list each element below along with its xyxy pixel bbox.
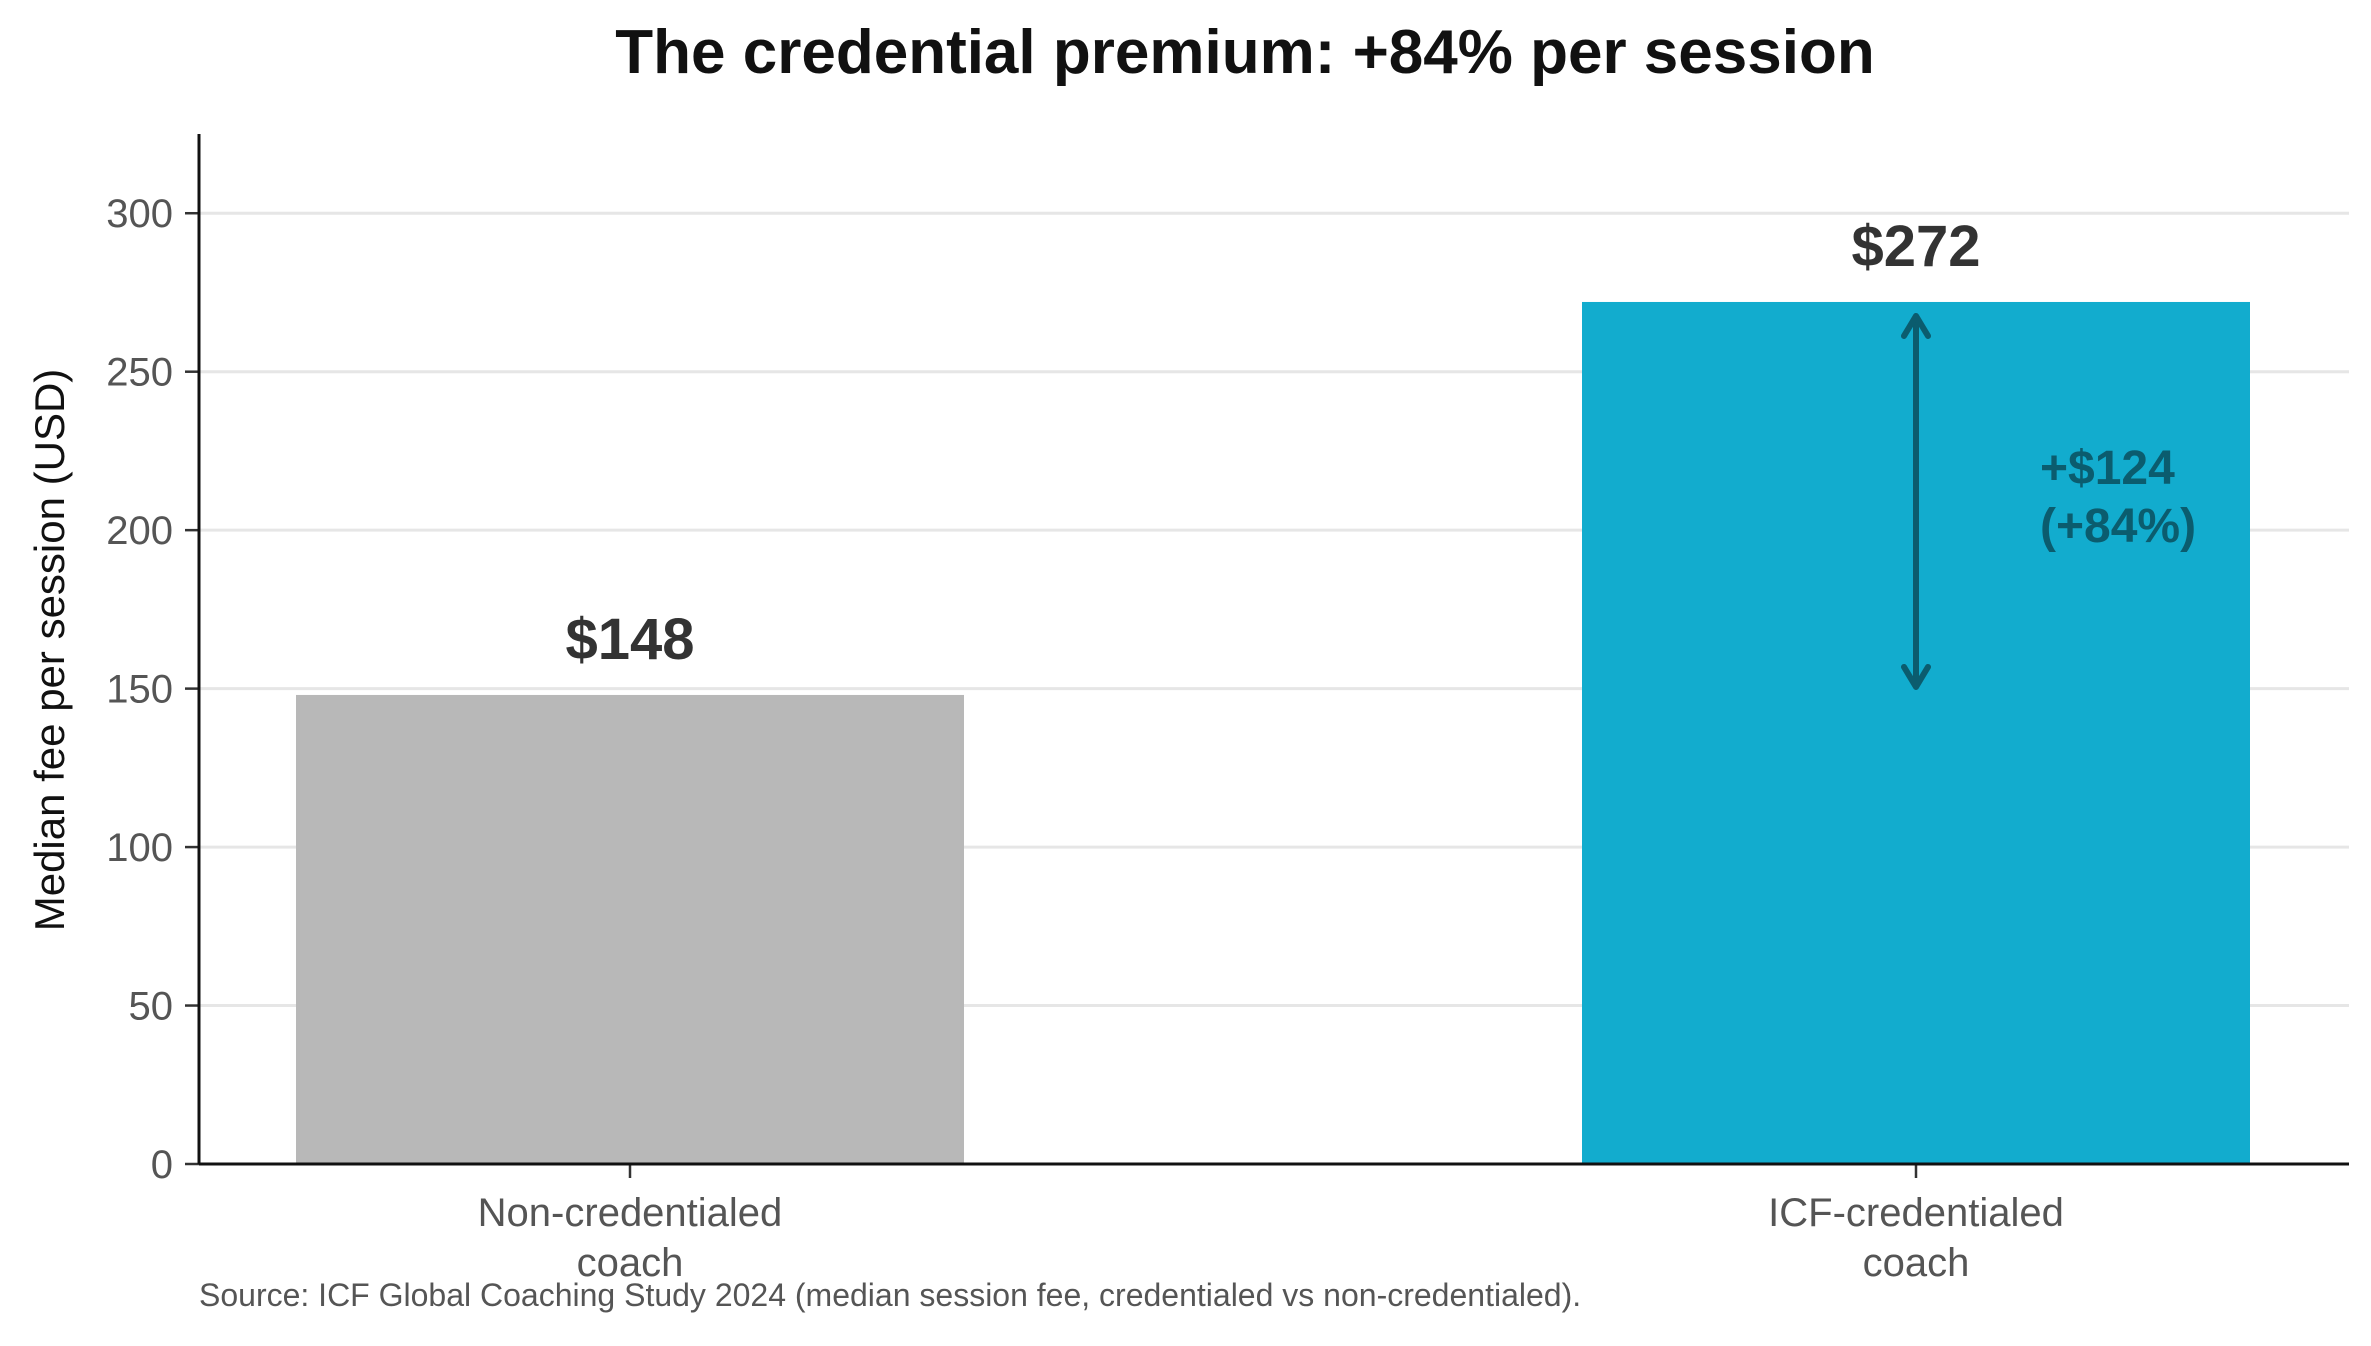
y-tick-label: 300 xyxy=(106,192,173,236)
difference-label: (+84%) xyxy=(2040,500,2196,553)
x-tick-label: coach xyxy=(577,1241,684,1285)
y-tick-label: 0 xyxy=(151,1143,173,1187)
x-tick-label: ICF-credentialed xyxy=(1768,1191,2064,1235)
bar xyxy=(296,694,964,1164)
y-tick-label: 100 xyxy=(106,826,173,870)
labels: 0 50 100 150 200 250 300 $148 Non-credentialed co… xyxy=(106,192,2196,1285)
source-note: Source: ICF Global Coaching Study 2024 (… xyxy=(199,1277,1581,1313)
x-tick-label: Non-credentialed xyxy=(478,1191,783,1235)
y-tick-label: 150 xyxy=(106,668,173,712)
x-tick-label: coach xyxy=(1863,1241,1970,1285)
axes xyxy=(185,134,2349,1178)
y-tick-label: 200 xyxy=(106,509,173,553)
bars xyxy=(296,301,2250,1164)
bar-value-label: $272 xyxy=(1851,214,1980,279)
y-axis-label: Median fee per session (USD) xyxy=(26,369,73,932)
bar-value-label: $148 xyxy=(565,607,694,672)
y-tick-label: 250 xyxy=(106,351,173,395)
y-tick-label: 50 xyxy=(129,985,174,1029)
difference-arrow-head-down xyxy=(1901,663,1931,690)
difference-label: +$124 xyxy=(2040,442,2175,495)
chart-title: The credential premium: +84% per session xyxy=(615,18,1874,87)
difference-arrow-head-up xyxy=(1901,312,1931,339)
